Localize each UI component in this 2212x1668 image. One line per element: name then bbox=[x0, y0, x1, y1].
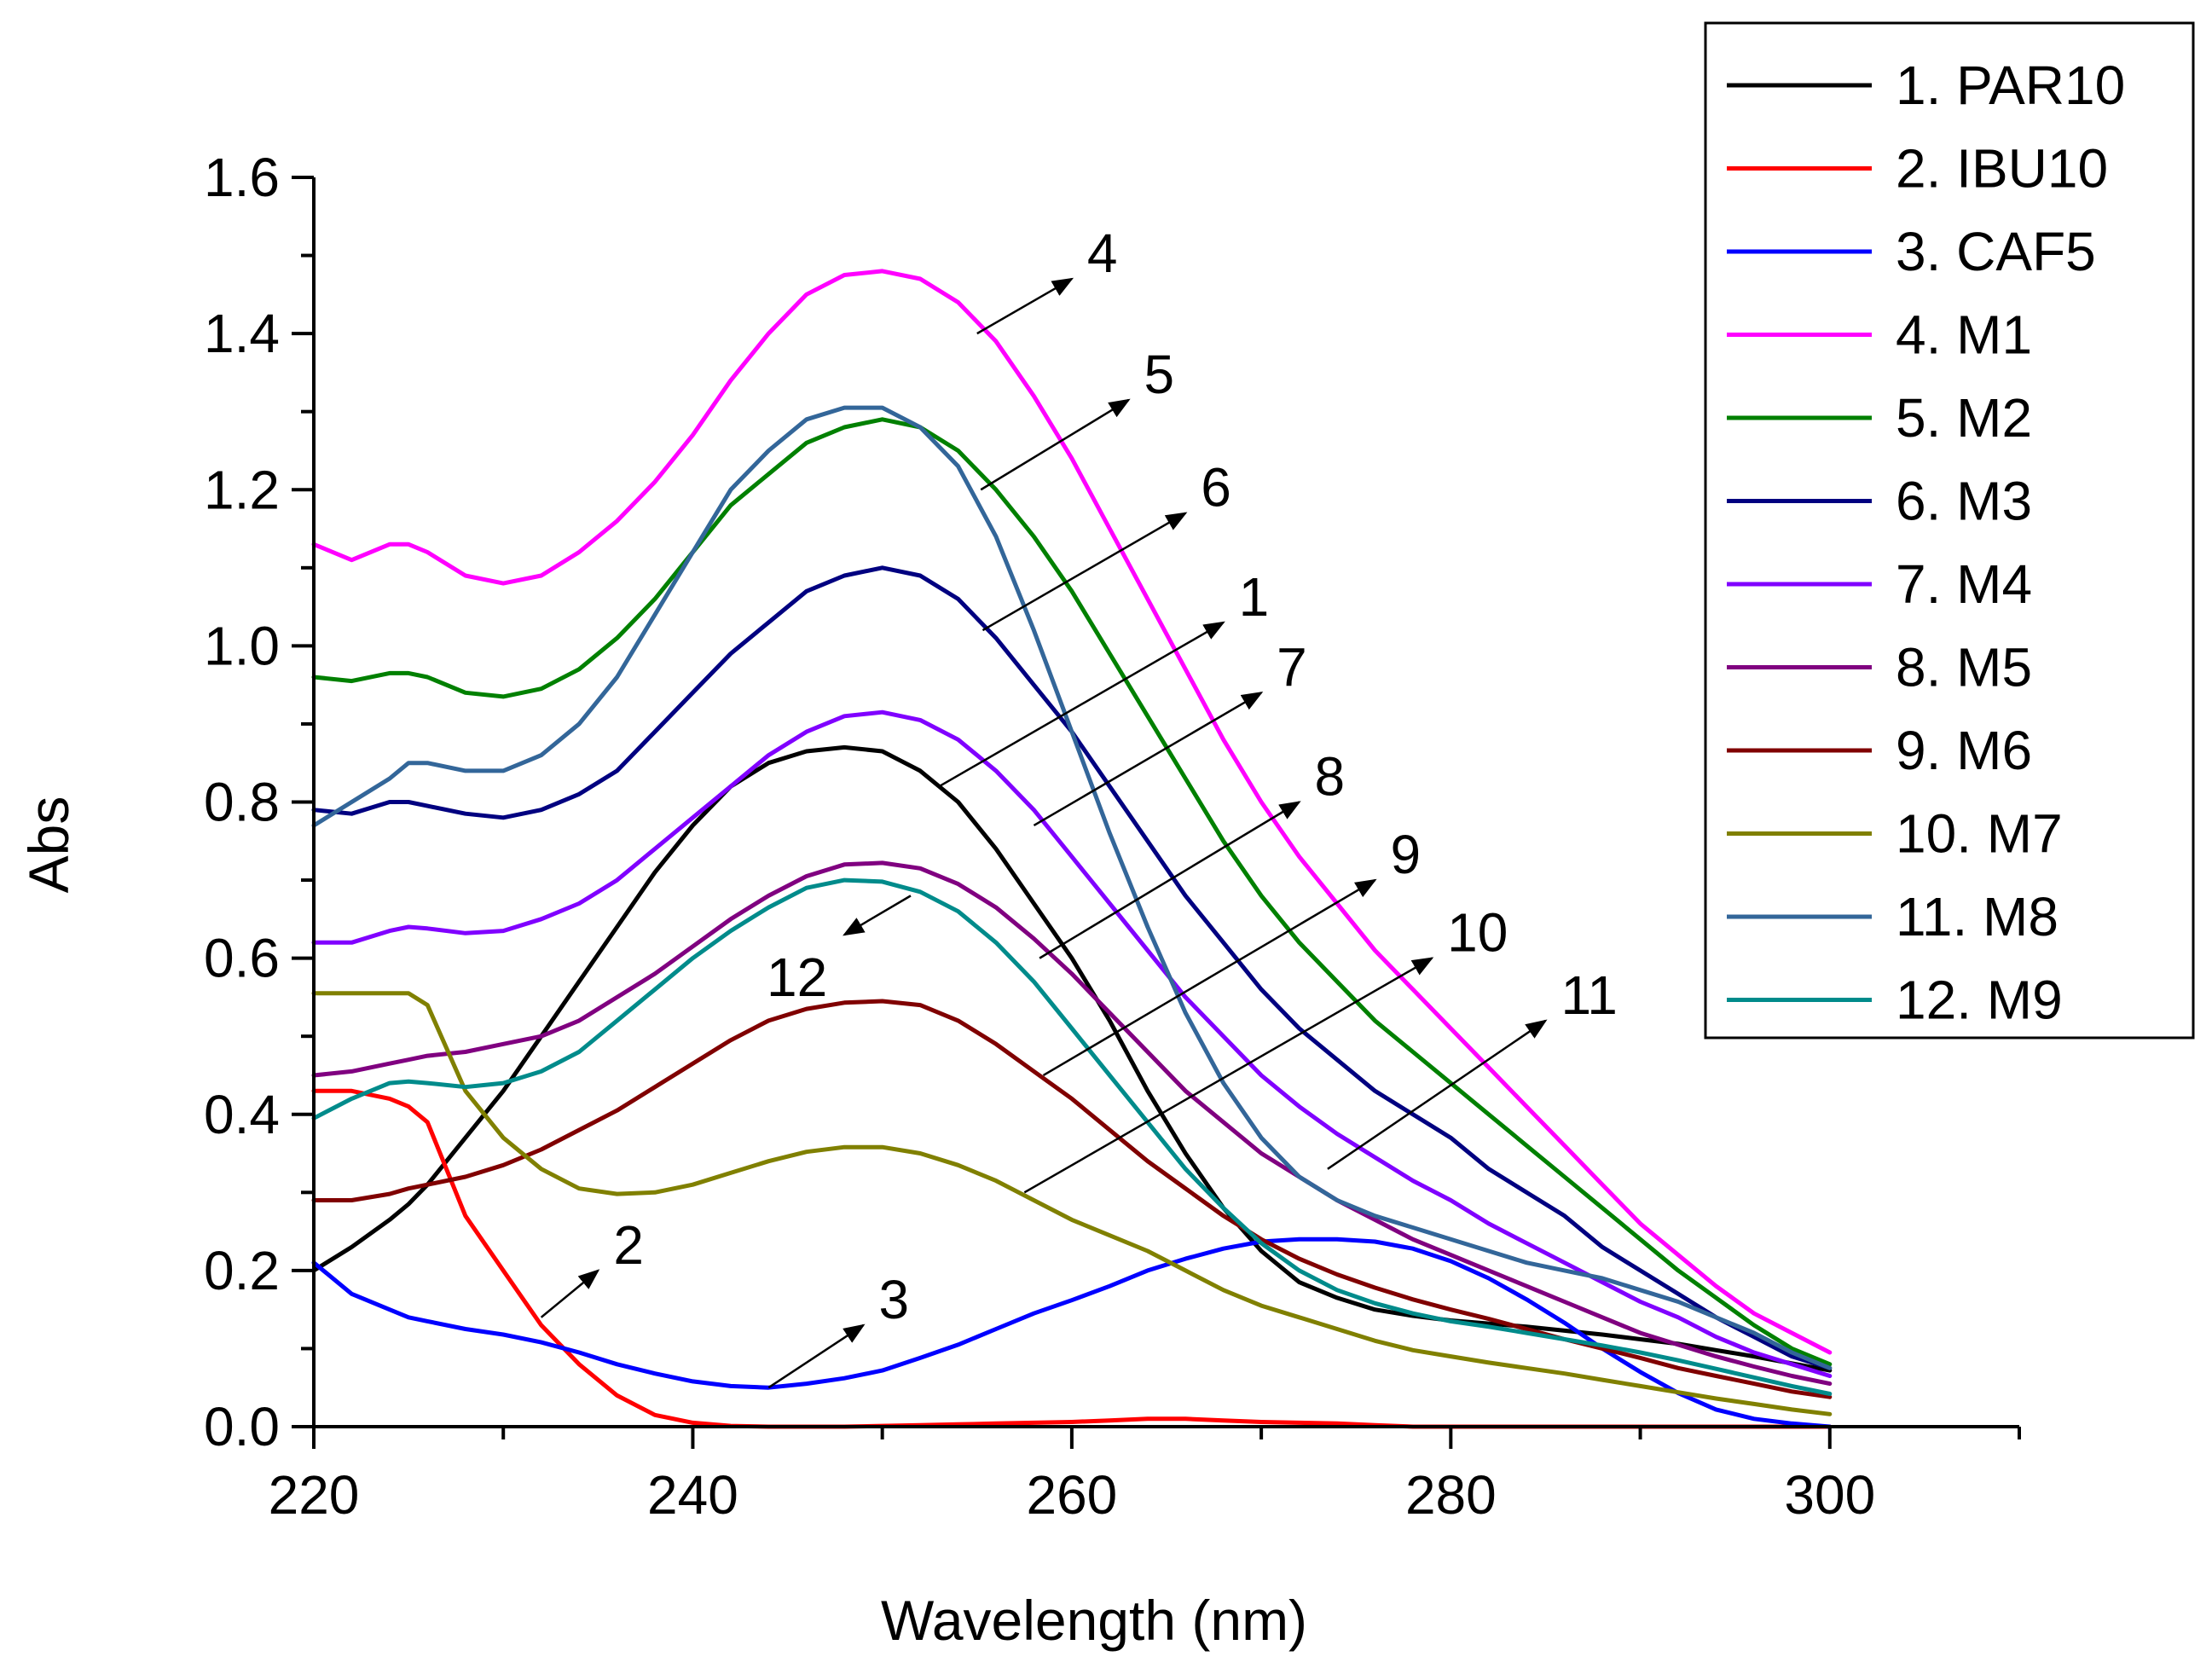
x-tick-label: 260 bbox=[1026, 1464, 1117, 1526]
annotation-arrow-7 bbox=[1033, 692, 1264, 827]
annotation-label-8: 8 bbox=[1315, 746, 1346, 808]
annotation-arrow-8 bbox=[1039, 801, 1301, 959]
x-tick-label: 300 bbox=[1784, 1464, 1875, 1526]
series-line-11 bbox=[311, 405, 1833, 1370]
annotation-label-12: 12 bbox=[767, 947, 827, 1008]
y-tick-label: 0.6 bbox=[204, 928, 280, 989]
x-tick-label: 220 bbox=[269, 1464, 360, 1526]
x-tick-label: 240 bbox=[647, 1464, 738, 1526]
series-line-7 bbox=[311, 709, 1833, 1378]
annotation-arrow-1 bbox=[938, 621, 1225, 788]
annotation-arrow-11 bbox=[1327, 1019, 1548, 1170]
annotation-arrow-5 bbox=[980, 398, 1131, 491]
y-tick-label: 0.0 bbox=[204, 1396, 280, 1457]
x-tick-label: 280 bbox=[1405, 1464, 1497, 1526]
annotation-label-2: 2 bbox=[613, 1214, 644, 1276]
annotation-label-10: 10 bbox=[1447, 902, 1508, 964]
series-line-9 bbox=[311, 999, 1833, 1399]
legend-label-1: 1. PAR10 bbox=[1896, 55, 2125, 116]
annotation-label-4: 4 bbox=[1087, 223, 1118, 284]
y-tick-label: 0.2 bbox=[204, 1240, 280, 1301]
annotation-arrow-10 bbox=[1023, 957, 1434, 1194]
annotation-label-5: 5 bbox=[1144, 344, 1175, 405]
legend-label-10: 10. M7 bbox=[1896, 803, 2063, 865]
y-tick-label: 0.4 bbox=[204, 1084, 280, 1145]
annotation-label-6: 6 bbox=[1201, 457, 1231, 518]
legend-label-11: 11. M8 bbox=[1896, 886, 2059, 947]
series-line-4 bbox=[311, 269, 1833, 1355]
series-line-6 bbox=[311, 565, 1833, 1370]
y-tick-label: 1.4 bbox=[204, 303, 280, 364]
y-tick-label: 1.2 bbox=[204, 459, 280, 520]
annotation-arrow-9 bbox=[1042, 878, 1377, 1077]
legend: 1. PAR10 2. IBU10 3. CAF5 4. M1 5. M2 6. M3 7.… bbox=[1704, 21, 2195, 1040]
y-axis-title: Abs bbox=[17, 796, 80, 894]
legend-label-2: 2. IBU10 bbox=[1896, 138, 2108, 200]
legend-label-4: 4. M1 bbox=[1896, 304, 2032, 366]
y-tick-label: 1.6 bbox=[204, 147, 280, 208]
annotation-arrow-4 bbox=[976, 277, 1074, 335]
y-tick-label: 0.8 bbox=[204, 772, 280, 833]
annotation-arrow-6 bbox=[982, 512, 1188, 632]
legend-label-7: 7. M4 bbox=[1896, 553, 2032, 615]
x-axis-title: Wavelength (nm) bbox=[881, 1589, 1307, 1652]
series-line-8 bbox=[311, 860, 1833, 1387]
legend-label-9: 9. M6 bbox=[1896, 720, 2032, 781]
series-line-10 bbox=[311, 991, 1833, 1416]
annotation-label-1: 1 bbox=[1239, 566, 1270, 628]
annotation-label-7: 7 bbox=[1277, 636, 1307, 698]
series-line-12 bbox=[311, 877, 1833, 1396]
series-line-5 bbox=[311, 417, 1833, 1367]
legend-label-6: 6. M3 bbox=[1896, 471, 2032, 532]
series-line-2 bbox=[311, 1088, 1833, 1429]
annotation-arrow-2 bbox=[540, 1269, 600, 1318]
legend-label-8: 8. M5 bbox=[1896, 637, 2032, 698]
series-layer bbox=[311, 269, 1833, 1429]
legend-label-12: 12. M9 bbox=[1896, 970, 2063, 1031]
annotation-label-3: 3 bbox=[878, 1269, 909, 1330]
legend-label-5: 5. M2 bbox=[1896, 387, 2032, 449]
annotation-label-9: 9 bbox=[1390, 824, 1421, 885]
y-tick-label: 1.0 bbox=[204, 615, 280, 676]
series-line-1 bbox=[311, 744, 1833, 1373]
series-line-3 bbox=[311, 1237, 1833, 1429]
annotation-arrow-3 bbox=[767, 1323, 866, 1389]
annotation-label-11: 11 bbox=[1561, 964, 1617, 1026]
legend-label-3: 3. CAF5 bbox=[1896, 221, 2096, 282]
legend-box bbox=[1704, 21, 2195, 1040]
annotation-arrow-12 bbox=[843, 895, 912, 936]
axes-layer: 220 240 260 280 300 0.0 0.2 0.4 0.6 0.8 1.0 1.2 1.4 1… bbox=[17, 147, 2021, 1652]
